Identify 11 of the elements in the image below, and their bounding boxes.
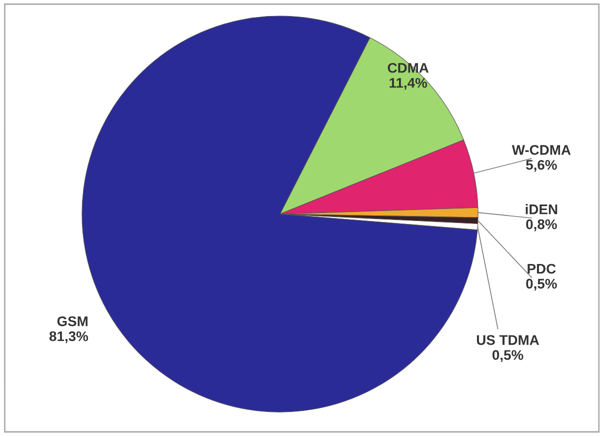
slice-label: US TDMA — [476, 335, 540, 345]
data-label: 0,8% — [526, 219, 557, 232]
data-label: 0,5% — [526, 278, 557, 291]
slice-label: GSM — [57, 316, 88, 326]
slice-label: W-CDMA — [512, 145, 571, 155]
data-label: 0,5% — [492, 350, 524, 362]
data-label: 5,6% — [526, 160, 557, 172]
slice-label: PDC — [528, 264, 556, 274]
slice-label: iDEN — [526, 204, 558, 214]
data-label: 11,4% — [390, 78, 428, 90]
data-label: 81,3% — [49, 331, 88, 344]
